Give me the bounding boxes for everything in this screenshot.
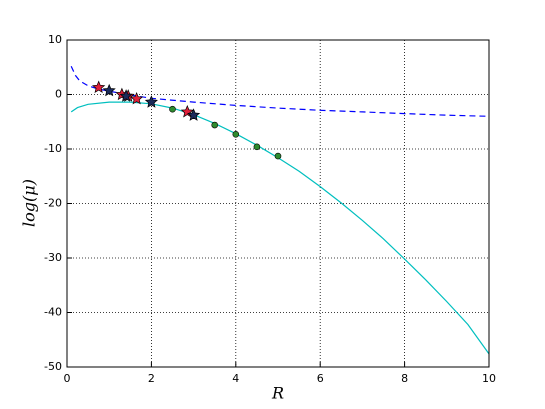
star-point (180, 104, 194, 118)
y-tick-label: -40 (44, 306, 62, 319)
star-point (130, 91, 144, 105)
x-tick-label: 0 (64, 372, 71, 385)
x-axis-label: R (271, 384, 284, 403)
x-tick-label: 8 (401, 372, 408, 385)
x-tick-label: 6 (317, 372, 324, 385)
point (253, 143, 261, 151)
y-tick-label: 0 (55, 88, 62, 101)
point (274, 152, 282, 160)
y-tick-label: -50 (44, 360, 62, 373)
plot-frame (66, 39, 490, 368)
x-tick-label: 10 (482, 372, 496, 385)
star-point (92, 80, 106, 94)
y-axis-label: log(μ) (20, 179, 39, 227)
star-point (102, 83, 116, 97)
curve (70, 101, 490, 355)
y-tick-label: -30 (44, 251, 62, 264)
curve (70, 65, 490, 117)
y-tick-label: -10 (44, 142, 62, 155)
star-point (187, 108, 201, 121)
x-tick-label: 4 (232, 372, 239, 385)
point (232, 130, 240, 138)
star-point (119, 89, 133, 102)
star-point (144, 95, 158, 108)
point (211, 121, 218, 129)
y-tick-label: 10 (48, 33, 62, 46)
x-tick-label: 2 (148, 372, 155, 385)
y-tick-label: -20 (44, 197, 62, 210)
point (169, 105, 176, 113)
